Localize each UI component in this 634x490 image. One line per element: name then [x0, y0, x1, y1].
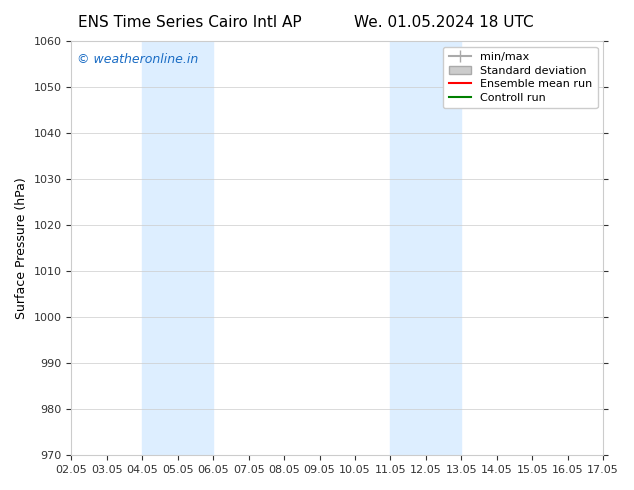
Y-axis label: Surface Pressure (hPa): Surface Pressure (hPa): [15, 177, 28, 319]
Text: We. 01.05.2024 18 UTC: We. 01.05.2024 18 UTC: [354, 15, 534, 30]
Bar: [391, 41, 462, 455]
Text: © weatheronline.in: © weatheronline.in: [77, 53, 198, 67]
Text: ENS Time Series Cairo Intl AP: ENS Time Series Cairo Intl AP: [79, 15, 302, 30]
Legend: min/max, Standard deviation, Ensemble mean run, Controll run: min/max, Standard deviation, Ensemble me…: [443, 47, 598, 108]
Bar: [142, 41, 213, 455]
